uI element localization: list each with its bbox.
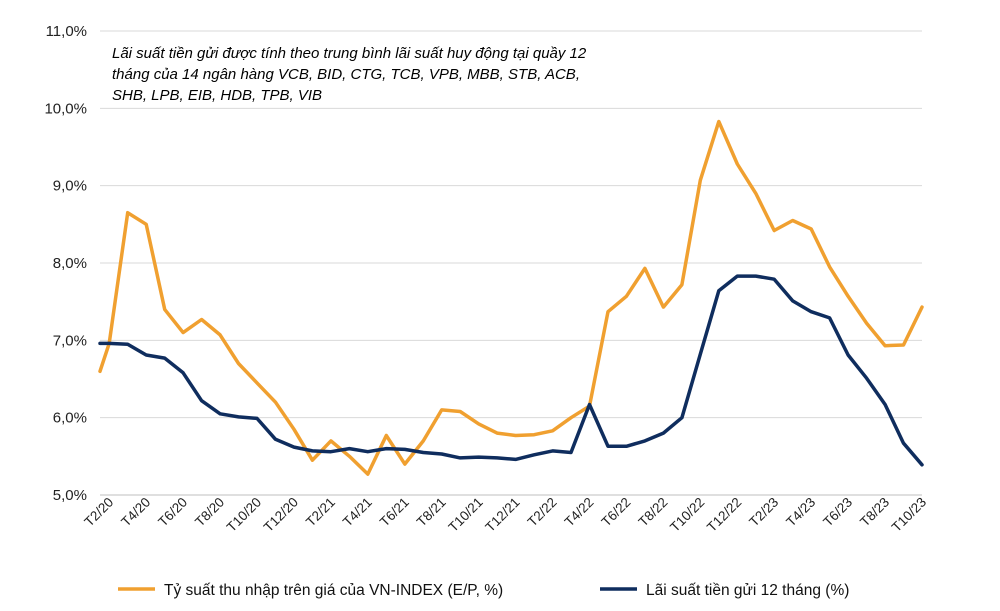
y-tick-label: 10,0% — [44, 100, 87, 117]
annotation-line-2: tháng của 14 ngân hàng VCB, BID, CTG, TC… — [112, 66, 580, 83]
x-tick-label: T12/21 — [482, 495, 522, 535]
x-tick-label: T10/20 — [224, 495, 264, 535]
x-tick-label: T6/20 — [155, 495, 190, 530]
x-tick-label: T4/23 — [783, 495, 818, 530]
x-tick-label: T12/20 — [261, 495, 301, 535]
legend: Tỷ suất thu nhập trên giá của VN-INDEX (… — [118, 582, 849, 599]
x-tick-label: T10/22 — [667, 495, 707, 535]
y-tick-label: 11,0% — [46, 23, 87, 40]
x-tick-label: T2/22 — [525, 495, 560, 530]
x-tick-label: T2/21 — [303, 495, 338, 530]
x-tick-label: T4/21 — [340, 495, 375, 530]
y-tick-label: 6,0% — [53, 410, 87, 427]
x-tick-label: T10/21 — [445, 495, 485, 535]
x-tick-label: T8/20 — [192, 495, 227, 530]
annotation-line-3: SHB, LPB, EIB, HDB, TPB, VIB — [112, 87, 322, 104]
x-tick-label: T4/20 — [118, 495, 153, 530]
annotation-line-1: Lãi suất tiền gửi được tính theo trung b… — [112, 45, 587, 62]
x-tick-label: T6/21 — [377, 495, 412, 530]
y-tick-label: 7,0% — [53, 332, 87, 349]
chart-annotation: Lãi suất tiền gửi được tính theo trung b… — [112, 45, 587, 104]
series-lines — [98, 119, 924, 476]
x-tick-label: T2/23 — [746, 495, 781, 530]
x-tick-label: T8/23 — [857, 495, 892, 530]
legend-label-ep: Tỷ suất thu nhập trên giá của VN-INDEX (… — [164, 582, 503, 599]
gridlines — [100, 30, 922, 419]
x-tick-label: T12/22 — [704, 495, 744, 535]
y-tick-label: 5,0% — [53, 487, 87, 504]
x-tick-label: T8/21 — [414, 495, 449, 530]
x-tick-label: T10/23 — [889, 495, 929, 535]
x-tick-label: T6/23 — [820, 495, 855, 530]
y-tick-label: 8,0% — [53, 255, 87, 272]
x-tick-label: T6/22 — [599, 495, 634, 530]
series-line-deposit — [98, 274, 924, 467]
x-tick-label: T4/22 — [562, 495, 597, 530]
y-axis-ticks: 5,0% 6,0% 7,0% 8,0% 9,0% 10,0% 11,0% — [44, 23, 87, 504]
series-line-ep — [98, 119, 924, 476]
legend-label-deposit: Lãi suất tiền gửi 12 tháng (%) — [646, 582, 849, 599]
y-tick-label: 9,0% — [53, 178, 87, 195]
x-tick-label: T8/22 — [635, 495, 670, 530]
